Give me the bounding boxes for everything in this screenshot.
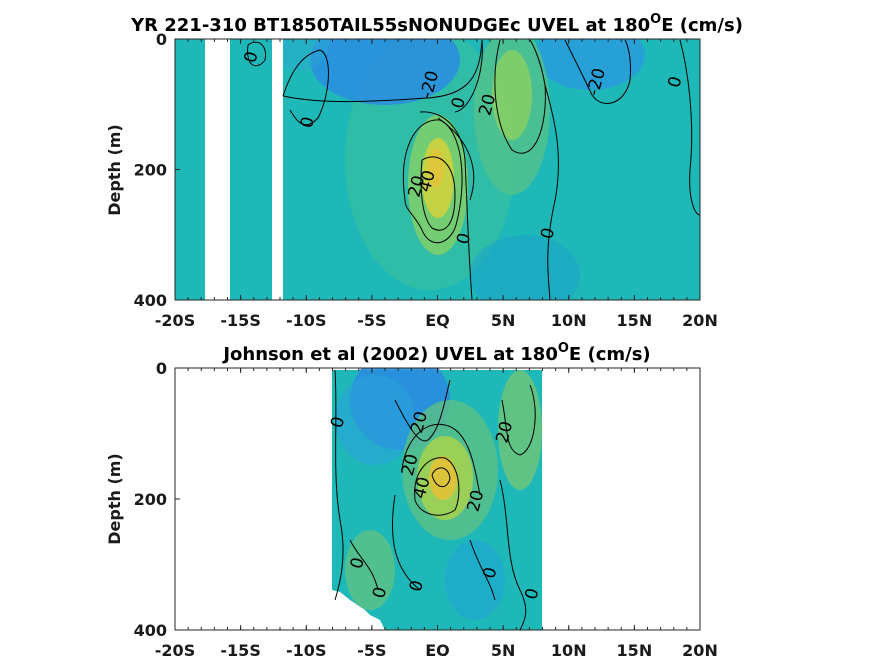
missing-data-column (205, 39, 211, 300)
missing-data-column (272, 39, 283, 300)
x-tick-label: 20N (682, 641, 718, 656)
x-tick-label: -10S (286, 641, 326, 656)
contour-label: 0 (240, 49, 262, 65)
x-tick-label: EQ (425, 311, 450, 330)
y-tick-label: 400 (134, 291, 167, 310)
y-axis-label: Depth (m) (105, 453, 124, 545)
x-tick-label: -20S (155, 311, 195, 330)
x-tick-label: EQ (425, 641, 450, 656)
x-tick-label: -10S (286, 311, 326, 330)
chart-title: YR 221-310 BT1850TAIL55sNONUDGEc UVEL at… (130, 12, 743, 36)
contour-label: 0 (347, 555, 369, 571)
x-axis: -20S -15S -10S -5S EQ 5N 10N 15N 20N (155, 368, 718, 656)
x-tick-label: -5S (357, 641, 386, 656)
panel-observations: Johnson et al (2002) UVEL at 180OE (cm/s… (105, 341, 718, 656)
y-tick-label: 200 (134, 161, 167, 180)
y-tick-label: 400 (134, 621, 167, 640)
missing-data-column (211, 39, 230, 300)
y-axis: 0 200 400 (134, 359, 180, 640)
y-tick-label: 200 (134, 490, 167, 509)
contour-label: 0 (369, 585, 391, 601)
contour-label: 0 (453, 231, 475, 247)
contour-label: 0 (448, 95, 470, 111)
contour-lines (247, 39, 700, 300)
x-tick-label: -5S (357, 311, 386, 330)
contour-lines (334, 369, 536, 630)
x-axis: -20S -15S -10S -5S EQ 5N 10N 15N 20N (155, 39, 718, 330)
x-tick-label: 20N (682, 311, 718, 330)
x-tick-label: -15S (220, 311, 260, 330)
x-tick-label: 10N (551, 641, 587, 656)
y-axis-label: Depth (m) (105, 124, 124, 216)
x-tick-label: -15S (220, 641, 260, 656)
x-tick-label: -20S (155, 641, 195, 656)
x-tick-label: 5N (491, 311, 516, 330)
contour-label: 0 (521, 586, 543, 602)
y-tick-label: 0 (156, 359, 167, 378)
contour-label: 0 (537, 226, 559, 242)
x-tick-label: 15N (617, 641, 653, 656)
y-tick-label: 0 (156, 30, 167, 49)
contour-label: 0 (297, 115, 319, 131)
y-axis: 0 200 400 (134, 30, 180, 310)
x-tick-label: 10N (551, 311, 587, 330)
chart-title: Johnson et al (2002) UVEL at 180OE (cm/s… (221, 341, 650, 365)
contour-label: 0 (664, 74, 686, 90)
x-tick-label: 15N (617, 311, 653, 330)
contour-label: 0 (479, 565, 501, 581)
panel-model: YR 221-310 BT1850TAIL55sNONUDGEc UVEL at… (105, 12, 743, 330)
x-tick-label: 5N (491, 641, 516, 656)
contour-label: 0 (406, 578, 428, 594)
contour-label: 0 (327, 415, 349, 431)
